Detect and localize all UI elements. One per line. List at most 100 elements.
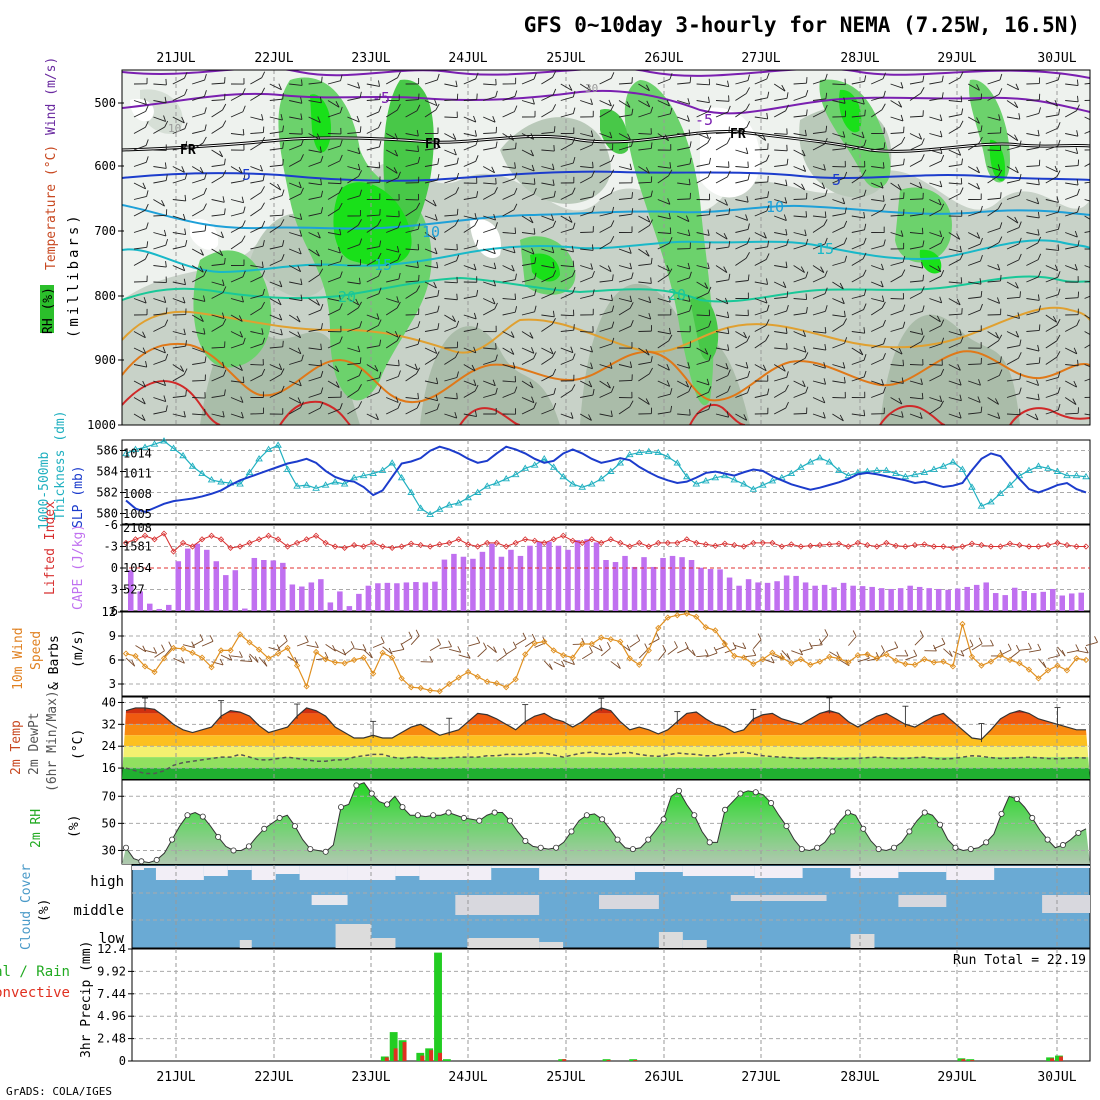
wind-barb [1026, 215, 1040, 219]
wind-barb-flag [1036, 379, 1040, 386]
wind-barb [308, 232, 321, 239]
wind-barb [463, 245, 477, 250]
wind-speed-point [769, 649, 776, 656]
rh-point [844, 809, 851, 816]
wind-barb [715, 314, 729, 319]
millibars-axis-label: (millibars) [66, 212, 82, 338]
wind-barb-flag [434, 247, 438, 254]
wind-barb-flag [320, 190, 324, 197]
wind-barb [211, 413, 225, 418]
wind-barb-flag [204, 107, 207, 114]
wind-barb [347, 224, 359, 233]
surface-barb [287, 656, 298, 664]
wind-barb [366, 111, 379, 118]
rh-point [675, 787, 682, 794]
wind-barb-flag [533, 72, 537, 80]
date-label-bottom: 22JUL [254, 1070, 293, 1085]
rh-point [614, 836, 621, 843]
wind-barb [1065, 194, 1078, 200]
wind-barb-flag [242, 129, 245, 136]
surface-barb [648, 638, 660, 645]
wind-barb [851, 133, 865, 139]
wind-barb [580, 144, 593, 151]
wind-barb-flag [1056, 170, 1061, 177]
wind-barb [715, 232, 728, 240]
wind-barb [968, 397, 981, 403]
wind-barb [502, 331, 515, 338]
wind-barb-flag [1095, 264, 1097, 270]
wind-barb-flag [1072, 398, 1077, 405]
wind-barb [909, 311, 923, 316]
wind-barb [793, 277, 807, 283]
temp-band [122, 757, 1090, 769]
cloud-clear-high [227, 866, 252, 870]
upper-axis-labels: RH (%) Temperature (°C) Wind (m/s) (mill… [40, 57, 82, 338]
wind-barb-flag [181, 166, 185, 173]
wind-barb [715, 199, 728, 206]
wind-barb-flag [650, 257, 653, 264]
wind-barb-flag [204, 73, 207, 81]
surface-barb [657, 650, 667, 661]
cape-tick-label: 527 [123, 583, 145, 597]
thickness-point [759, 481, 767, 488]
wind-barb [599, 327, 613, 332]
wind-barb [1006, 259, 1019, 266]
wind-barb [812, 131, 826, 134]
chart-title: GFS 0~10day 3-hourly for NEMA (7.25W, 16… [524, 13, 1080, 37]
wind-barb [405, 343, 419, 349]
wind-barb-flag [767, 91, 770, 98]
wind-barb [774, 97, 788, 101]
wind-barb-flag [1037, 229, 1040, 236]
wind-barb-flag [417, 338, 421, 345]
wind-barb [560, 347, 574, 354]
surface-barb-flag [228, 654, 233, 661]
wind-barb-flag [282, 340, 284, 347]
cape-bar [555, 545, 562, 611]
wind-barb-flag [553, 126, 556, 133]
surface-barb-flag [493, 646, 497, 653]
wind-barb-flag [1057, 122, 1061, 129]
wind-barb [521, 182, 535, 185]
wind-barb-flag [437, 289, 440, 297]
cape-bar [954, 588, 961, 611]
wind-barb-flag [610, 410, 613, 417]
wind-barb [250, 180, 264, 184]
wind-barb-flag [495, 387, 498, 395]
wind-barb-flag [825, 92, 828, 99]
wind-barb [289, 232, 302, 237]
wind-barb [599, 212, 613, 217]
surface-barb [772, 654, 784, 660]
wind-barb [793, 298, 807, 300]
wind-barb [502, 166, 516, 169]
wind-speed-point [1044, 667, 1052, 674]
li-point [236, 543, 244, 550]
cape-bar [764, 582, 771, 611]
wind-barb [677, 133, 691, 137]
wind-barb-flag [262, 337, 266, 344]
wind-barb [929, 397, 942, 403]
wind-barb-flag [261, 87, 266, 94]
wind-barb [366, 314, 380, 320]
wind-barb [909, 232, 923, 235]
wind-barb [890, 116, 904, 122]
surface-barb-flag [616, 662, 621, 669]
wind-barb [1006, 393, 1020, 398]
wind-barb [890, 275, 903, 283]
wind-barb [948, 331, 962, 336]
wind-barb [890, 132, 904, 134]
wind-speed-point [1063, 667, 1071, 674]
wind-barb-flag [940, 154, 945, 162]
wind-barb [405, 228, 419, 233]
wind-barb [1065, 83, 1079, 87]
wind-speed-point [778, 654, 785, 661]
wind-barb [638, 225, 650, 233]
wind-barb-flag [319, 146, 322, 153]
wind-barb-flag [530, 133, 535, 140]
wind-barb [618, 133, 631, 141]
wind-barb [754, 181, 768, 184]
cloud-panel: high middle low Cloud Cover (%) [19, 864, 1091, 950]
surface-barb [933, 643, 946, 650]
wind-barb [444, 248, 458, 251]
wind-barb [754, 246, 768, 250]
wind-barb-flag [202, 136, 207, 144]
